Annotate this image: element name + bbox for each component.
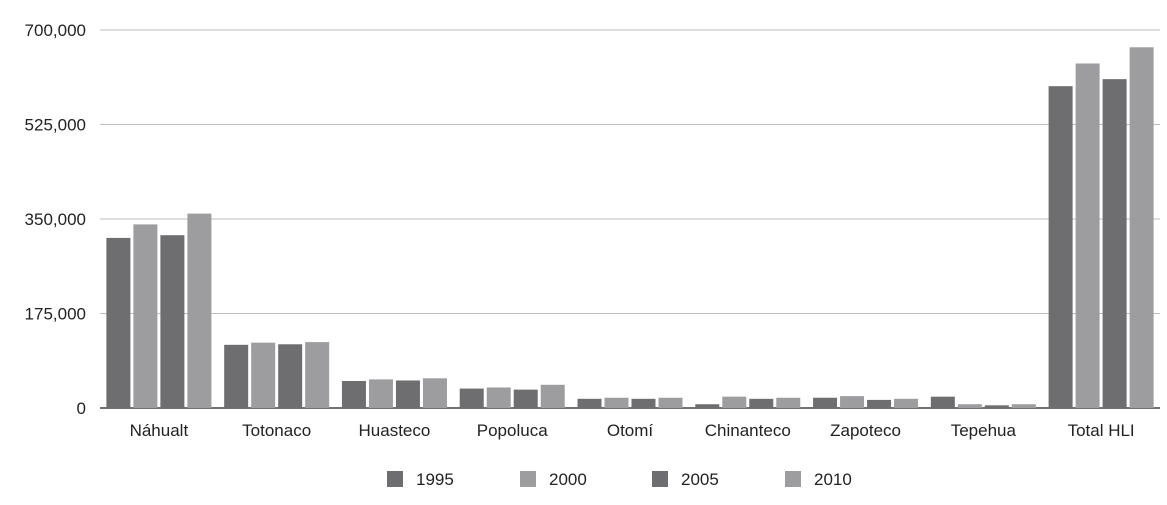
y-tick-label: 525,000 <box>25 116 86 135</box>
bar-1995-1 <box>224 344 249 408</box>
bar-2000-1 <box>251 342 276 408</box>
x-category-label: Otomí <box>607 421 654 440</box>
bar-2010-1 <box>305 342 330 408</box>
bar-2010-2 <box>422 378 447 408</box>
y-tick-label: 175,000 <box>25 305 86 324</box>
legend-swatch-2005 <box>652 471 668 487</box>
bar-1995-7 <box>930 396 955 408</box>
bar-2000-2 <box>368 379 393 408</box>
bar-2000-0 <box>133 224 158 408</box>
legend-swatch-1995 <box>387 471 403 487</box>
legend: 1995 2000 2005 2010 <box>387 470 852 489</box>
x-category-label: Chinanteco <box>705 421 791 440</box>
bar-2005-2 <box>395 380 420 408</box>
x-category-label: Popoluca <box>477 421 548 440</box>
bar-2005-3 <box>513 389 538 408</box>
bar-1995-5 <box>695 404 720 408</box>
legend-swatch-2010 <box>785 471 801 487</box>
x-axis: Náhualt Totonaco Huasteco Popoluca Otomí Chin… <box>130 421 1135 440</box>
bar-2005-7 <box>984 405 1009 408</box>
bar-2000-8 <box>1075 63 1100 408</box>
grid-lines <box>100 29 1160 409</box>
x-category-label: Tepehua <box>951 421 1017 440</box>
bar-1995-8 <box>1048 86 1073 408</box>
bar-2005-8 <box>1102 79 1127 408</box>
bar-1995-2 <box>341 381 366 408</box>
bar-2000-6 <box>840 396 865 408</box>
y-axis: 0 175,000 350,000 525,000 700,000 <box>25 21 86 418</box>
x-category-label: Zapoteco <box>830 421 901 440</box>
bar-1995-0 <box>106 237 131 408</box>
y-tick-label: 700,000 <box>25 21 86 40</box>
bar-2010-7 <box>1011 404 1036 408</box>
bar-2000-4 <box>604 397 629 408</box>
bar-2005-0 <box>160 235 185 408</box>
bar-2010-3 <box>540 384 565 408</box>
bar-2000-3 <box>486 387 511 408</box>
legend-label-2010: 2010 <box>814 470 852 489</box>
bar-2000-5 <box>722 396 747 408</box>
bars <box>106 47 1154 408</box>
x-category-label: Total HLI <box>1068 421 1135 440</box>
bar-2005-6 <box>867 399 892 408</box>
bar-2010-8 <box>1129 47 1154 408</box>
bar-1995-3 <box>459 388 484 408</box>
bar-2010-4 <box>658 397 683 408</box>
bar-2005-4 <box>631 398 656 408</box>
y-tick-label: 0 <box>77 399 86 418</box>
y-tick-label: 350,000 <box>25 210 86 229</box>
x-category-label: Náhualt <box>130 421 189 440</box>
legend-label-2000: 2000 <box>549 470 587 489</box>
bar-2010-6 <box>894 398 919 408</box>
x-category-label: Huasteco <box>359 421 431 440</box>
bar-2005-1 <box>278 344 303 408</box>
legend-swatch-2000 <box>520 471 536 487</box>
legend-label-1995: 1995 <box>416 470 454 489</box>
bar-2010-5 <box>776 397 801 408</box>
bar-2010-0 <box>187 213 212 408</box>
bar-2005-5 <box>749 398 774 408</box>
x-category-label: Totonaco <box>242 421 311 440</box>
bar-2000-7 <box>957 404 982 408</box>
bar-1995-4 <box>577 398 602 408</box>
legend-label-2005: 2005 <box>681 470 719 489</box>
bar-1995-6 <box>813 397 838 408</box>
